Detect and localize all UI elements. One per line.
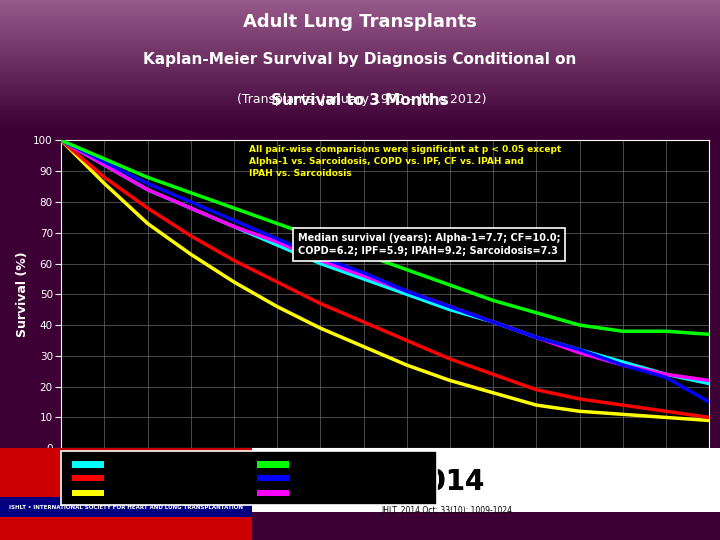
Text: All pair-wise comparisons were significant at p < 0.05 except
Alpha-1 vs. Sarcoi: All pair-wise comparisons were significa… xyxy=(249,145,562,178)
X-axis label: Years: Years xyxy=(366,474,405,487)
Text: JHLT. 2014 Oct; 33(10): 1009-1024: JHLT. 2014 Oct; 33(10): 1009-1024 xyxy=(381,506,512,515)
Text: 2014: 2014 xyxy=(408,468,485,496)
Bar xyxy=(0,448,252,540)
Text: 2014: 2014 xyxy=(408,468,485,496)
Text: Median survival (years): Alpha-1=7.7; CF=10.0;
COPD=6.2; IPF=5.9; IPAH=9.2; Sarc: Median survival (years): Alpha-1=7.7; CF… xyxy=(298,233,560,256)
Text: Survival to 3 Months: Survival to 3 Months xyxy=(271,93,449,109)
Bar xyxy=(252,448,720,512)
Bar xyxy=(0,497,252,517)
Text: ISHLT: ISHLT xyxy=(79,474,173,503)
Text: ISHLT • INTERNATIONAL SOCIETY FOR HEART AND LUNG TRANSPLANTATION: ISHLT • INTERNATIONAL SOCIETY FOR HEART … xyxy=(9,505,243,510)
Y-axis label: Survival (%): Survival (%) xyxy=(16,252,29,337)
Text: Kaplan-Meier Survival by Diagnosis Conditional on: Kaplan-Meier Survival by Diagnosis Condi… xyxy=(143,52,577,67)
Text: Adult Lung Transplants: Adult Lung Transplants xyxy=(243,13,477,31)
Text: (Transplants: January 1990 – June 2012): (Transplants: January 1990 – June 2012) xyxy=(233,93,487,106)
